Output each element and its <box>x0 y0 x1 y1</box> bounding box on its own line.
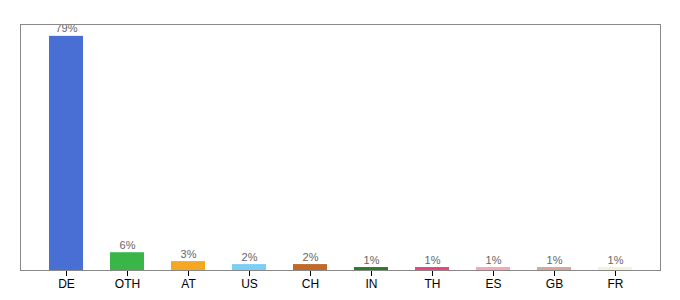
svg-text:1%: 1% <box>364 254 380 266</box>
svg-text:OTH: OTH <box>115 277 140 291</box>
svg-text:1%: 1% <box>425 254 441 266</box>
svg-text:US: US <box>241 277 258 291</box>
svg-text:2%: 2% <box>303 251 319 263</box>
svg-text:AT: AT <box>181 277 196 291</box>
svg-text:GB: GB <box>546 277 563 291</box>
svg-text:1%: 1% <box>486 254 502 266</box>
svg-text:3%: 3% <box>181 248 197 260</box>
svg-text:ES: ES <box>485 277 501 291</box>
svg-text:1%: 1% <box>608 254 624 266</box>
svg-text:CH: CH <box>302 277 319 291</box>
svg-text:TH: TH <box>425 277 441 291</box>
svg-text:IN: IN <box>366 277 378 291</box>
svg-text:79%: 79% <box>55 22 78 35</box>
svg-text:1%: 1% <box>547 254 563 266</box>
svg-text:FR: FR <box>608 277 624 291</box>
svg-text:2%: 2% <box>242 251 258 263</box>
svg-text:6%: 6% <box>120 239 136 251</box>
svg-text:DE: DE <box>58 277 75 291</box>
